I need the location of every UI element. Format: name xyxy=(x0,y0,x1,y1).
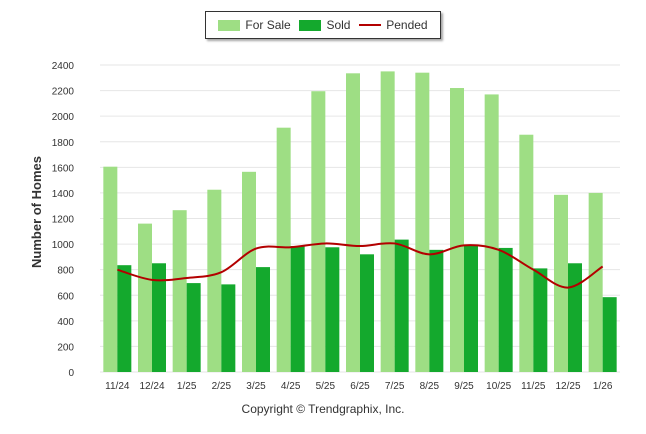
for-sale-bar[interactable] xyxy=(138,223,152,372)
sold-bar[interactable] xyxy=(186,283,201,372)
y-tick-label: 200 xyxy=(57,342,74,353)
for-sale-bar[interactable] xyxy=(450,88,464,373)
for-sale-bar[interactable] xyxy=(380,71,395,372)
x-axis-ticks: 11/24 12/24 1/25 2/25 3/25 4/25 5/25 6/25 7/25 8/… xyxy=(105,381,613,392)
y-tick-label: 2400 xyxy=(52,61,75,72)
y-tick-label: 1200 xyxy=(52,215,75,226)
x-tick-label: 5/25 xyxy=(316,381,336,392)
pended-line-group xyxy=(117,242,604,289)
x-tick-label: 7/25 xyxy=(385,381,405,392)
y-tick-label: 1400 xyxy=(52,189,75,200)
for-sale-bar[interactable] xyxy=(276,127,291,372)
sold-bar[interactable] xyxy=(533,268,548,372)
y-tick-label: 400 xyxy=(57,317,74,328)
for-sale-bar[interactable] xyxy=(103,166,118,372)
legend-item-for-sale[interactable]: For Sale xyxy=(218,18,291,32)
for-sale-swatch xyxy=(218,19,241,31)
sold-bar[interactable] xyxy=(394,239,409,372)
y-tick-label: 800 xyxy=(57,266,74,277)
sold-bar[interactable] xyxy=(221,284,236,372)
for-sale-bar[interactable] xyxy=(554,194,568,372)
legend-item-sold[interactable]: Sold xyxy=(299,18,350,32)
for-sale-bar[interactable] xyxy=(172,210,187,372)
legend-item-pended[interactable]: Pended xyxy=(359,18,428,32)
x-tick-label: 12/25 xyxy=(555,381,580,392)
sold-bar[interactable] xyxy=(568,263,582,372)
y-tick-label: 1600 xyxy=(52,163,75,174)
x-tick-label: 11/25 xyxy=(521,381,546,392)
sold-bar[interactable] xyxy=(498,247,513,372)
x-tick-label: 8/25 xyxy=(420,381,440,392)
legend-label-for-sale: For Sale xyxy=(245,18,291,32)
x-tick-label: 9/25 xyxy=(454,381,474,392)
for-sale-bar[interactable] xyxy=(588,192,603,372)
x-tick-label: 1/26 xyxy=(593,381,613,392)
x-tick-label: 6/25 xyxy=(350,381,370,392)
sold-bar[interactable] xyxy=(290,246,305,372)
x-tick-label: 10/25 xyxy=(486,381,511,392)
for-sale-bar[interactable] xyxy=(346,73,360,373)
sold-bar[interactable] xyxy=(429,249,444,372)
y-tick-label: 2200 xyxy=(52,87,75,98)
for-sale-bars xyxy=(103,71,603,373)
for-sale-bar[interactable] xyxy=(207,189,222,372)
x-tick-label: 11/24 xyxy=(105,381,130,392)
y-tick-label: 2000 xyxy=(52,112,75,123)
x-tick-label: 1/25 xyxy=(177,381,197,392)
y-tick-label: 0 xyxy=(68,368,74,379)
legend-label-pended: Pended xyxy=(386,18,428,32)
y-axis-ticks: 0 200 400 600 800 1000 1200 1400 1600 1800 2000 220… xyxy=(52,61,75,379)
sold-bar[interactable] xyxy=(602,297,617,372)
y-axis-label: Number of Homes xyxy=(29,156,44,268)
x-tick-label: 4/25 xyxy=(281,381,301,392)
sold-bars xyxy=(117,239,617,372)
sold-bar[interactable] xyxy=(325,247,340,372)
sold-bar[interactable] xyxy=(117,265,132,372)
for-sale-bar[interactable] xyxy=(484,94,499,372)
sold-bar[interactable] xyxy=(152,263,166,372)
for-sale-bar[interactable] xyxy=(311,91,326,373)
for-sale-bar[interactable] xyxy=(415,72,430,373)
x-tick-label: 3/25 xyxy=(246,381,266,392)
sold-bar[interactable] xyxy=(256,267,270,372)
sold-bar[interactable] xyxy=(464,246,478,372)
x-tick-label: 12/24 xyxy=(139,381,164,392)
legend-label-sold: Sold xyxy=(326,18,351,32)
for-sale-bar[interactable] xyxy=(519,134,534,372)
legend: For Sale Sold Pended xyxy=(205,11,441,39)
y-tick-label: 1000 xyxy=(52,240,75,251)
pended-line[interactable] xyxy=(117,242,604,289)
y-tick-label: 600 xyxy=(57,291,74,302)
pended-swatch xyxy=(359,24,382,26)
for-sale-bar[interactable] xyxy=(242,171,256,372)
x-tick-label: 2/25 xyxy=(212,381,232,392)
copyright-text: Copyright © Trendgraphix, Inc. xyxy=(241,402,405,416)
y-tick-label: 1800 xyxy=(52,138,75,149)
sold-bar[interactable] xyxy=(360,254,374,372)
sold-swatch xyxy=(299,19,322,31)
